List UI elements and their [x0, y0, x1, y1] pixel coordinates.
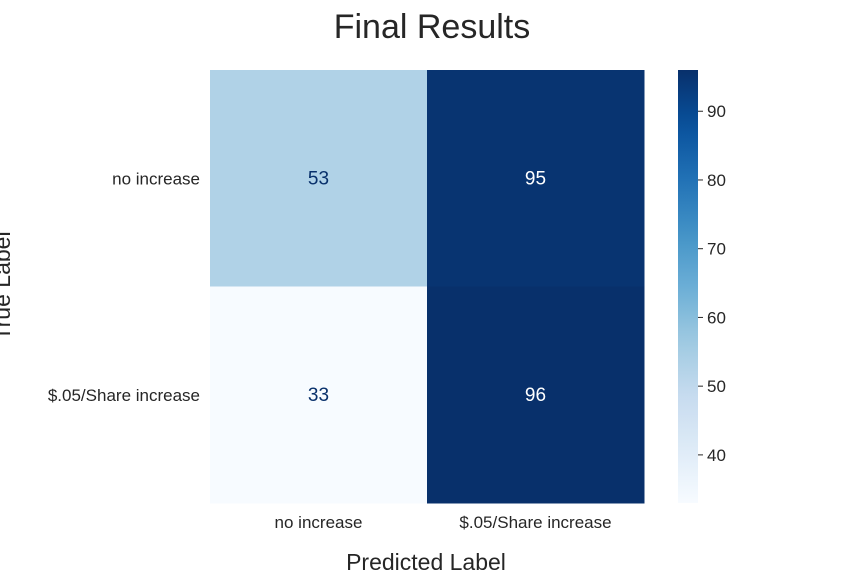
x-axis-label: Predicted Label — [346, 549, 506, 575]
heatmap-cell — [427, 70, 645, 287]
cell-value-label: 95 — [525, 168, 546, 189]
colorbar-tick-label: 40 — [707, 446, 726, 465]
x-tick-labels: no increase $.05/Share increase — [275, 513, 612, 532]
colorbar-tick-label: 90 — [707, 102, 726, 121]
colorbar-tick-label: 50 — [707, 377, 726, 396]
heatmap-cell — [210, 70, 428, 287]
y-tick-label: $.05/Share increase — [48, 386, 200, 405]
heatmap-cell — [210, 286, 428, 504]
y-tick-label: no increase — [112, 169, 200, 188]
x-tick-label: no increase — [275, 513, 363, 532]
chart-title: Final Results — [334, 8, 531, 46]
colorbar-tick-label: 80 — [707, 171, 726, 190]
y-tick-labels: no increase $.05/Share increase — [48, 169, 200, 405]
cell-value-label: 96 — [525, 385, 546, 406]
colorbar — [678, 70, 698, 503]
colorbar-tick-label: 60 — [707, 308, 726, 327]
y-axis-label: True Label — [0, 231, 15, 340]
cell-value-label: 53 — [308, 168, 329, 189]
x-tick-label: $.05/Share increase — [459, 513, 611, 532]
colorbar-tick-label: 70 — [707, 240, 726, 259]
heatmap-cell — [427, 286, 645, 504]
cell-value-label: 33 — [308, 385, 329, 406]
heatmap-cells: 53 95 33 96 — [210, 70, 645, 504]
colorbar-ticks: 40 50 60 70 80 90 — [698, 102, 726, 465]
